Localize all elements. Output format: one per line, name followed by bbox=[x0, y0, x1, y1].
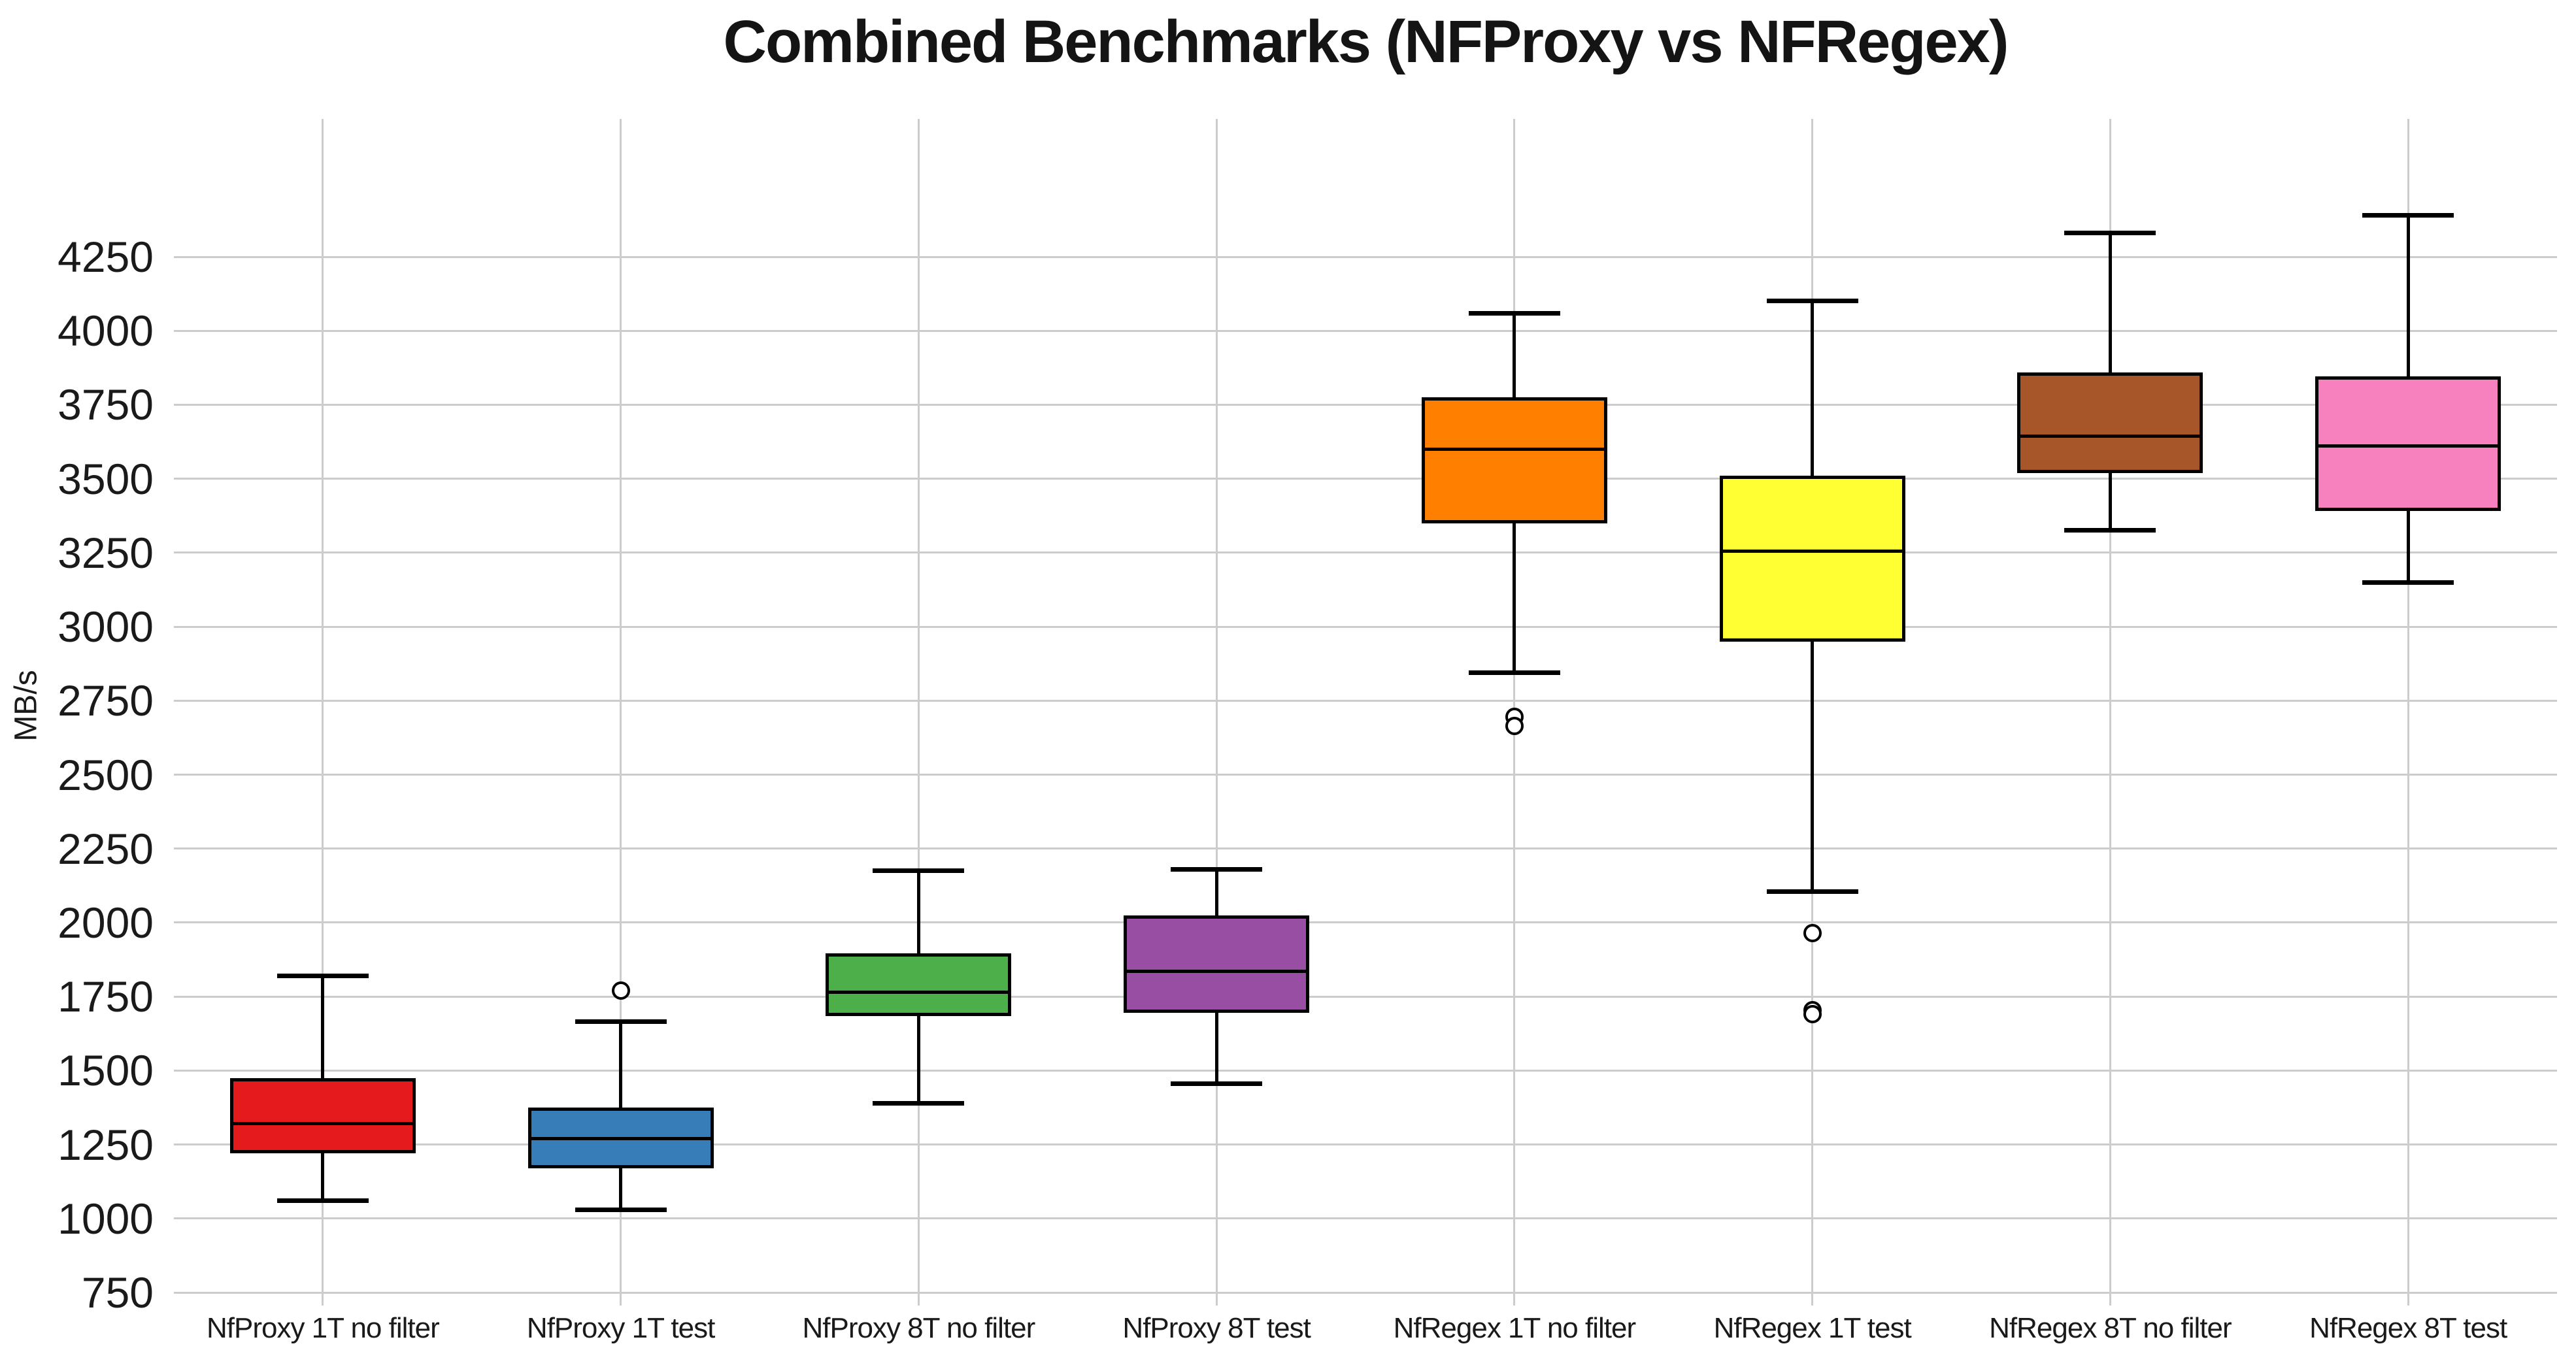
h-gridline bbox=[174, 551, 2557, 554]
v-gridline bbox=[2109, 119, 2111, 1306]
y-tick-label: 1500 bbox=[58, 1046, 154, 1095]
whisker-cap-low bbox=[873, 1100, 965, 1106]
h-gridline bbox=[174, 1069, 2557, 1072]
y-tick-label: 2250 bbox=[58, 824, 154, 873]
v-gridline bbox=[1215, 119, 1218, 1306]
whisker-cap-low bbox=[1766, 889, 1858, 894]
h-gridline bbox=[174, 255, 2557, 258]
y-tick-label: 1750 bbox=[58, 972, 154, 1021]
h-gridline bbox=[174, 847, 2557, 850]
whisker-cap-low bbox=[2064, 528, 2156, 533]
x-tick-label: NfRegex 1T test bbox=[1713, 1312, 1912, 1344]
whisker-cap-low bbox=[276, 1198, 369, 1204]
outlier-point bbox=[1505, 716, 1524, 735]
x-tick-label: NfProxy 1T no filter bbox=[206, 1312, 440, 1344]
iqr-box bbox=[229, 1077, 416, 1154]
y-tick-label: 4250 bbox=[58, 233, 154, 282]
whisker-cap-low bbox=[1468, 670, 1560, 675]
median-line bbox=[1421, 447, 1607, 451]
y-tick-label: 3500 bbox=[58, 454, 154, 503]
y-tick-label: 3000 bbox=[58, 602, 154, 651]
y-tick-label: 1250 bbox=[58, 1120, 154, 1169]
h-gridline bbox=[174, 995, 2557, 998]
median-line bbox=[229, 1122, 416, 1126]
iqr-box bbox=[2315, 376, 2501, 512]
v-gridline bbox=[917, 119, 920, 1306]
h-gridline bbox=[174, 478, 2557, 480]
whisker-cap-high bbox=[2064, 231, 2156, 236]
y-tick-label: 2750 bbox=[58, 676, 154, 725]
median-line bbox=[1124, 970, 1310, 974]
whisker-cap-high bbox=[2362, 213, 2454, 218]
iqr-box bbox=[826, 953, 1012, 1016]
chart-title: Combined Benchmarks (NFProxy vs NFRegex) bbox=[723, 8, 2009, 75]
whisker-cap-high bbox=[1171, 866, 1263, 872]
y-tick-label: 3250 bbox=[58, 528, 154, 577]
y-tick-label: 1000 bbox=[58, 1194, 154, 1243]
v-gridline bbox=[620, 119, 622, 1306]
y-tick-label: 3750 bbox=[58, 380, 154, 429]
h-gridline bbox=[174, 1291, 2557, 1294]
median-line bbox=[826, 990, 1012, 994]
y-tick-label: 4000 bbox=[58, 306, 154, 355]
v-gridline bbox=[2407, 119, 2409, 1306]
x-tick-label: NfRegex 1T no filter bbox=[1393, 1312, 1636, 1344]
whisker-cap-low bbox=[2362, 580, 2454, 585]
whisker-cap-high bbox=[276, 973, 369, 978]
h-gridline bbox=[174, 403, 2557, 406]
x-tick-label: NfProxy 8T test bbox=[1122, 1312, 1311, 1344]
h-gridline bbox=[174, 1143, 2557, 1146]
iqr-box bbox=[1421, 397, 1607, 523]
y-tick-label: 750 bbox=[81, 1268, 154, 1317]
y-tick-label: 2000 bbox=[58, 898, 154, 947]
outlier-point bbox=[611, 981, 630, 1000]
v-gridline bbox=[322, 119, 324, 1306]
h-gridline bbox=[174, 625, 2557, 628]
h-gridline bbox=[174, 699, 2557, 702]
h-gridline bbox=[174, 921, 2557, 924]
h-gridline bbox=[174, 774, 2557, 776]
whisker-cap-high bbox=[873, 868, 965, 874]
median-line bbox=[527, 1137, 714, 1141]
iqr-box bbox=[1124, 915, 1310, 1013]
iqr-box bbox=[1719, 476, 1905, 642]
h-gridline bbox=[174, 1217, 2557, 1220]
x-tick-label: NfRegex 8T test bbox=[2309, 1312, 2507, 1344]
median-line bbox=[2315, 444, 2501, 448]
iqr-box bbox=[2017, 372, 2203, 473]
whisker-cap-high bbox=[1766, 299, 1858, 304]
outlier-point bbox=[1803, 923, 1822, 942]
y-tick-label: 2500 bbox=[58, 750, 154, 799]
whisker-cap-high bbox=[575, 1019, 667, 1025]
whisker-cap-high bbox=[1468, 310, 1560, 316]
whisker-cap-low bbox=[1171, 1081, 1263, 1087]
whisker-cap-low bbox=[575, 1207, 667, 1212]
h-gridline bbox=[174, 329, 2557, 332]
median-line bbox=[2017, 434, 2203, 438]
x-tick-label: NfRegex 8T no filter bbox=[1989, 1312, 2232, 1344]
median-line bbox=[1719, 550, 1905, 553]
outlier-point bbox=[1803, 1005, 1822, 1024]
x-tick-label: NfProxy 1T test bbox=[526, 1312, 715, 1344]
x-tick-label: NfProxy 8T no filter bbox=[802, 1312, 1035, 1344]
